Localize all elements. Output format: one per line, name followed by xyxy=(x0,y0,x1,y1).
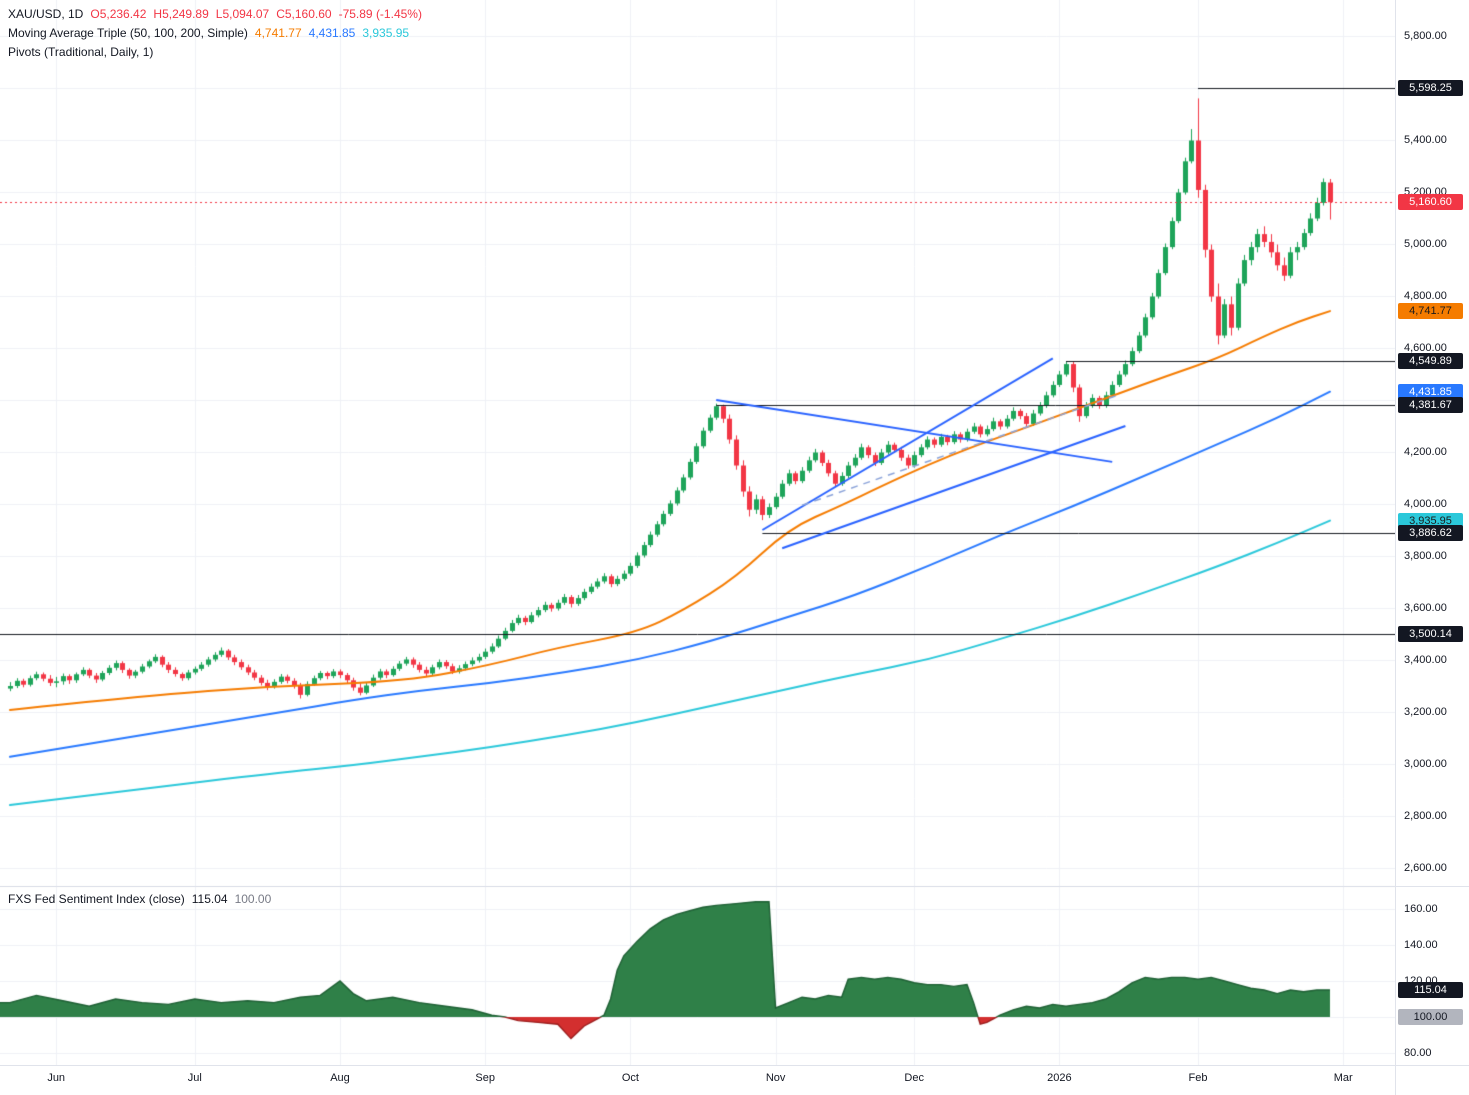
price-badge: 100.00 xyxy=(1398,1009,1463,1025)
time-axis-label: Mar xyxy=(1333,1072,1353,1084)
ma-legend-row: Moving Average Triple (50, 100, 200, Sim… xyxy=(8,24,429,43)
ma200-value: 3,935.95 xyxy=(362,26,410,40)
time-axis-separator xyxy=(0,1065,1469,1066)
price-tick-label: 2,600.00 xyxy=(1404,862,1447,874)
price-tick-label: 3,000.00 xyxy=(1404,758,1447,770)
chart-canvas[interactable] xyxy=(0,0,1395,1065)
price-badge: 3,886.62 xyxy=(1398,525,1463,542)
sentiment-legend: FXS Fed Sentiment Index (close) 115.04 100… xyxy=(8,890,278,909)
price-badge: 4,549.89 xyxy=(1398,353,1463,370)
sentiment-legend-row: FXS Fed Sentiment Index (close) 115.04 100… xyxy=(8,890,278,909)
price-tick-label: 140.00 xyxy=(1404,939,1438,951)
price-tick-label: 4,600.00 xyxy=(1404,342,1447,354)
main-chart-legend: XAU/USD, 1D O5,236.42 H5,249.89 L5,094.07 C5… xyxy=(8,5,429,62)
time-axis[interactable]: Jun Jul Aug Sep Oct Nov Dec 2026 Feb Mar xyxy=(0,1066,1395,1095)
ma-indicator-title[interactable]: Moving Average Triple (50, 100, 200, Sim… xyxy=(8,26,248,40)
price-badge: 115.04 xyxy=(1398,981,1463,998)
time-axis-label: 2026 xyxy=(1047,1072,1072,1084)
ohlc-close: C5,160.60 xyxy=(276,7,332,21)
price-badge: 5,160.60 xyxy=(1398,194,1463,211)
time-axis-label: Dec xyxy=(904,1072,924,1084)
price-tick-label: 3,200.00 xyxy=(1404,706,1447,718)
sentiment-baseline-value: 100.00 xyxy=(234,892,272,906)
price-badge: 5,598.25 xyxy=(1398,80,1463,97)
price-badge: 4,741.77 xyxy=(1398,303,1463,320)
price-badge: 4,431.85 xyxy=(1398,383,1463,400)
pivots-legend-row: Pivots (Traditional, Daily, 1) xyxy=(8,43,429,62)
time-axis-label: Oct xyxy=(621,1072,639,1084)
time-axis-label: Sep xyxy=(475,1072,495,1084)
time-axis-label: Jul xyxy=(187,1072,202,1084)
price-tick-label: 3,600.00 xyxy=(1404,602,1447,614)
price-badge: 3,935.95 xyxy=(1398,512,1463,529)
price-tick-label: 5,000.00 xyxy=(1404,238,1447,250)
time-axis-label: Feb xyxy=(1188,1072,1208,1084)
pivots-indicator-title[interactable]: Pivots (Traditional, Daily, 1) xyxy=(8,45,154,59)
price-axis-separator xyxy=(1395,0,1396,1095)
ohlc-low: L5,094.07 xyxy=(215,7,270,21)
ohlc-open: O5,236.42 xyxy=(90,7,147,21)
sentiment-indicator-title[interactable]: FXS Fed Sentiment Index (close) xyxy=(8,892,185,906)
symbol-legend-row: XAU/USD, 1D O5,236.42 H5,249.89 L5,094.07 C5… xyxy=(8,5,429,24)
sentiment-value: 115.04 xyxy=(191,892,228,906)
time-axis-label: Jun xyxy=(47,1072,66,1084)
price-tick-label: 4,000.00 xyxy=(1404,498,1447,510)
ma100-value: 4,431.85 xyxy=(308,26,356,40)
price-tick-label: 160.00 xyxy=(1404,903,1438,915)
ma50-value: 4,741.77 xyxy=(254,26,302,40)
price-tick-label: 80.00 xyxy=(1404,1047,1432,1059)
price-tick-label: 5,400.00 xyxy=(1404,134,1447,146)
price-tick-label: 4,200.00 xyxy=(1404,446,1447,458)
price-tick-label: 2,800.00 xyxy=(1404,810,1447,822)
ohlc-high: H5,249.89 xyxy=(153,7,209,21)
time-axis-label: Nov xyxy=(765,1072,786,1084)
price-badge: 4,381.67 xyxy=(1398,396,1463,413)
symbol-title[interactable]: XAU/USD, 1D xyxy=(8,7,84,21)
price-tick-label: 5,800.00 xyxy=(1404,30,1447,42)
price-tick-label: 4,800.00 xyxy=(1404,290,1447,302)
time-axis-label: Aug xyxy=(330,1072,350,1084)
price-badge: 3,500.14 xyxy=(1398,625,1463,642)
change-value: -75.89 (-1.45%) xyxy=(338,7,422,21)
price-tick-label: 3,800.00 xyxy=(1404,550,1447,562)
price-axis[interactable]: 5,800.00 5,400.00 5,200.00 5,000.00 4,800.00… xyxy=(1396,0,1468,1065)
panel-separator[interactable] xyxy=(0,886,1469,887)
price-tick-label: 3,400.00 xyxy=(1404,654,1447,666)
